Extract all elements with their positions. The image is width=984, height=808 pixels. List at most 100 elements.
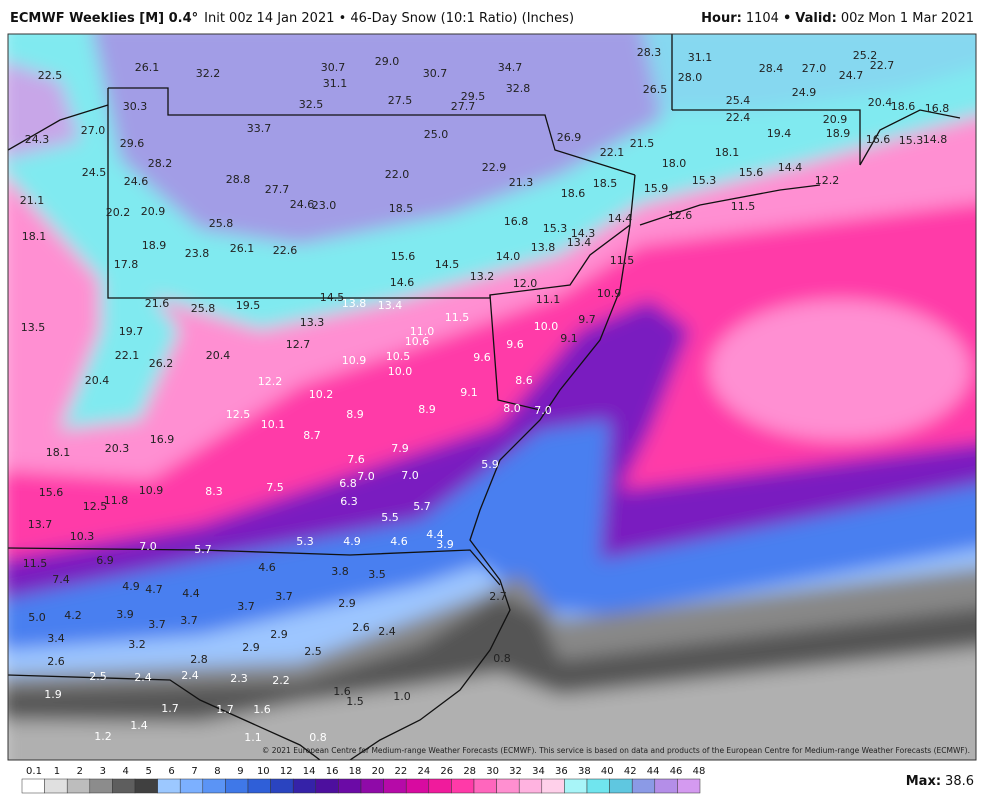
colorbar-tick-label: 9 [237, 766, 243, 777]
snow-value: 22.0 [385, 168, 410, 181]
snow-value: 5.9 [481, 458, 499, 471]
state-line [672, 109, 861, 165]
snow-value: 10.3 [70, 530, 95, 543]
snow-value: 13.5 [21, 321, 46, 334]
snow-value: 1.1 [244, 731, 262, 744]
snow-value: 4.4 [182, 587, 200, 600]
snow-value: 22.1 [115, 349, 140, 362]
coastline [859, 109, 961, 166]
snow-value: 10.9 [139, 484, 164, 497]
colorbar-tick-label: 24 [417, 766, 430, 777]
snow-value: 20.2 [106, 206, 131, 219]
snow-value: 1.7 [216, 703, 234, 716]
snow-value: 2.4 [378, 625, 396, 638]
colorbar-swatch [473, 778, 497, 794]
snow-value: 20.9 [141, 205, 166, 218]
snow-value: 8.9 [418, 403, 436, 416]
snow-value: 9.6 [473, 351, 491, 364]
snow-value: 34.7 [498, 61, 523, 74]
snow-value: 10.0 [388, 365, 413, 378]
snow-value: 7.6 [347, 453, 365, 466]
snow-value: 33.7 [247, 122, 272, 135]
snow-value: 14.4 [778, 161, 803, 174]
snow-value: 3.4 [47, 632, 65, 645]
snow-value: 10.1 [261, 418, 286, 431]
snow-value: 25.4 [726, 94, 751, 107]
max-info: Max: 38.6 [906, 774, 974, 789]
colorbar-swatch [428, 778, 452, 794]
colorbar-swatch [360, 778, 384, 794]
snow-value: 1.6 [333, 685, 351, 698]
snow-value: 15.6 [391, 250, 416, 263]
colorbar-tick-label: 6 [168, 766, 174, 777]
snow-value: 9.6 [506, 338, 524, 351]
snow-value: 12.5 [226, 408, 251, 421]
snow-value: 22.9 [482, 161, 507, 174]
shade-lilac [8, 62, 80, 158]
colorbar-tick-label: 10 [257, 766, 270, 777]
snow-value: 11.5 [610, 254, 635, 267]
snow-value: 22.4 [726, 111, 751, 124]
colorbar-tick-label: 3 [100, 766, 106, 777]
snow-value: 4.6 [390, 535, 408, 548]
snow-value: 5.7 [194, 543, 212, 556]
colorbar-swatch [179, 778, 204, 794]
snow-value: 15.3 [692, 174, 717, 187]
snow-value: 11.8 [104, 494, 129, 507]
snow-value: 11.1 [536, 293, 561, 306]
snow-value: 8.9 [346, 408, 364, 421]
snow-value: 12.6 [668, 209, 693, 222]
snow-value: 6.3 [340, 495, 358, 508]
snow-value: 15.9 [644, 182, 669, 195]
snow-value: 5.0 [28, 611, 46, 624]
snow-value: 2.4 [134, 671, 152, 684]
snow-value: 28.4 [759, 62, 784, 75]
snow-value: 5.5 [381, 511, 399, 524]
snow-value: 15.3 [543, 222, 568, 235]
snow-value: 10.0 [534, 320, 559, 333]
snow-value: 8.3 [205, 485, 223, 498]
shade-lavender [93, 34, 695, 245]
colorbar-swatch [609, 778, 633, 794]
run-info: Init 00z 14 Jan 2021 • 46-Day Snow (10:1… [204, 11, 574, 26]
snow-value: 22.1 [600, 146, 625, 159]
snow-value: 14.0 [496, 250, 521, 263]
snow-value: 11.0 [410, 325, 435, 338]
snow-value: 12.2 [815, 174, 840, 187]
snow-value: 2.9 [242, 641, 260, 654]
snow-value: 9.1 [460, 386, 478, 399]
colorbar-swatch [315, 778, 339, 794]
snow-value: 31.1 [688, 51, 713, 64]
snow-value: 18.6 [561, 187, 586, 200]
snow-value: 20.4 [206, 349, 231, 362]
snow-value: 30.3 [123, 100, 148, 113]
snow-value: 19.5 [236, 299, 261, 312]
snow-value: 6.8 [339, 477, 357, 490]
valid-info: Hour: 1104 • Valid: 00z Mon 1 Mar 2021 [701, 11, 974, 26]
snow-value: 26.9 [557, 131, 582, 144]
shade-light-gray [8, 647, 976, 760]
colorbar-swatch [677, 778, 701, 794]
state-line [8, 104, 109, 151]
snow-value: 3.5 [368, 568, 386, 581]
snow-value: 20.3 [105, 442, 130, 455]
colorbar-tick-label: 7 [191, 766, 197, 777]
snow-value: 3.7 [237, 600, 255, 613]
snow-value: 10.9 [342, 354, 367, 367]
snow-value: 22.7 [870, 59, 895, 72]
snow-value: 15.6 [739, 166, 764, 179]
snow-value: 7.0 [357, 470, 375, 483]
snow-value: 14.4 [608, 212, 633, 225]
snow-value: 9.1 [560, 332, 578, 345]
snow-value: 12.2 [258, 375, 283, 388]
snow-value: 3.8 [331, 565, 349, 578]
snow-value: 25.8 [191, 302, 216, 315]
snow-value: 12.0 [513, 277, 538, 290]
snow-value: 3.2 [128, 638, 146, 651]
snow-value: 18.9 [826, 127, 851, 140]
snow-value: 26.1 [230, 242, 255, 255]
snow-value: 14.5 [435, 258, 460, 271]
snow-value: 4.9 [122, 580, 140, 593]
snow-value: 29.5 [461, 90, 486, 103]
snow-value: 14.3 [571, 227, 596, 240]
